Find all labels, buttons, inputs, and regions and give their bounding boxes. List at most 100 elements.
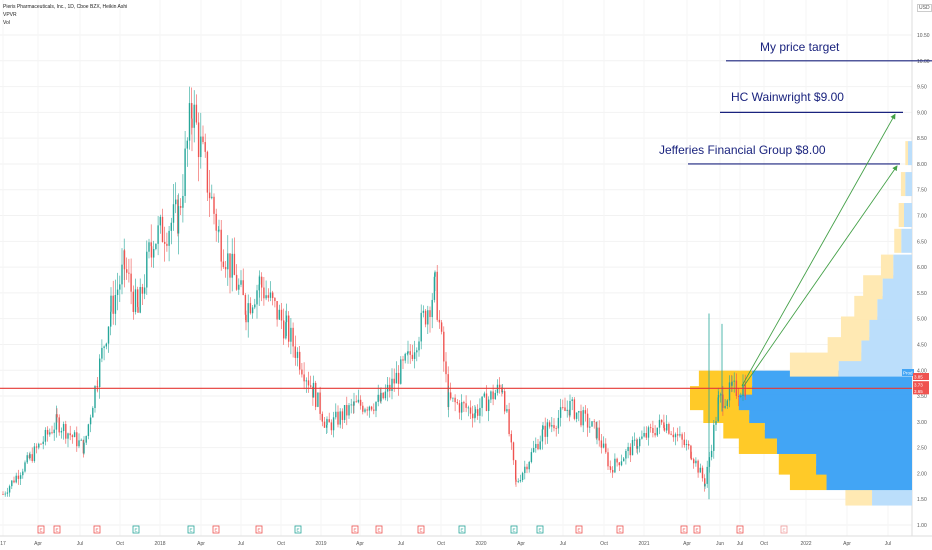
earnings-marker[interactable]	[187, 525, 195, 534]
candle-body	[413, 352, 416, 359]
candle-body	[541, 429, 544, 442]
candle-body	[197, 122, 200, 158]
candle-body	[512, 442, 515, 461]
candle-body	[195, 104, 198, 123]
earnings-marker[interactable]	[375, 525, 383, 534]
earnings-marker[interactable]	[536, 525, 544, 534]
candle-body	[395, 372, 398, 384]
candle-body	[272, 292, 274, 299]
candle-body	[731, 381, 733, 386]
earnings-marker[interactable]	[693, 525, 701, 534]
candle-body	[126, 269, 128, 273]
candle-body	[483, 393, 485, 397]
candle-body	[463, 402, 465, 404]
candle-body	[350, 404, 352, 406]
currency-label[interactable]: USD	[917, 4, 932, 12]
x-tick-label: 2021	[638, 541, 649, 547]
y-tick-label: 6.50	[917, 239, 927, 245]
candle-body	[244, 295, 247, 315]
earnings-marker[interactable]	[616, 525, 624, 534]
candle-body	[623, 458, 625, 462]
candle-body	[647, 427, 650, 438]
candle-body	[323, 421, 326, 428]
candle-body	[116, 289, 119, 295]
candle-body	[73, 432, 76, 438]
y-tick-label: 5.00	[917, 317, 927, 323]
candle-body	[233, 253, 236, 275]
earnings-marker[interactable]	[458, 525, 466, 534]
earnings-marker[interactable]	[510, 525, 518, 534]
earnings-marker[interactable]	[212, 525, 220, 534]
candle-body	[639, 438, 641, 447]
candle-body	[436, 271, 438, 320]
candle-body	[290, 327, 292, 342]
earnings-marker[interactable]	[780, 525, 788, 534]
candle-body	[539, 441, 541, 450]
candle-body	[69, 433, 71, 436]
earnings-marker-glyph: E	[618, 528, 621, 533]
earnings-marker[interactable]	[37, 525, 45, 534]
candle-body	[49, 432, 51, 435]
candle-body	[521, 472, 524, 481]
candle-body	[159, 216, 161, 226]
candle-body	[164, 241, 166, 244]
candle-body	[332, 417, 335, 431]
earnings-marker[interactable]	[575, 525, 583, 534]
candle-body	[472, 413, 474, 419]
candle-body	[404, 353, 406, 361]
earnings-marker[interactable]	[255, 525, 263, 534]
earnings-marker[interactable]	[53, 525, 61, 534]
candle-body	[218, 229, 220, 231]
candle-body	[501, 387, 503, 393]
candle-body	[485, 393, 488, 411]
candle-body	[217, 230, 220, 232]
earnings-marker[interactable]	[680, 525, 688, 534]
chart-title: Pieris Pharmaceuticals, Inc., 1D, Cboe B…	[3, 4, 128, 10]
earnings-marker-glyph: E	[55, 528, 58, 533]
candle-body	[517, 481, 519, 483]
candle-body	[330, 422, 333, 431]
candle-body	[656, 427, 658, 436]
candle-body	[339, 411, 341, 425]
earnings-marker[interactable]	[736, 525, 744, 534]
vp-bar-buy	[877, 295, 912, 320]
x-tick-label: Apr	[843, 541, 851, 547]
candle-body	[139, 287, 141, 313]
candle-body	[431, 299, 433, 318]
candle-body	[168, 230, 170, 246]
candle-body	[559, 407, 562, 418]
target-line-my-label: My price target	[760, 40, 840, 54]
y-tick-label: 5.50	[917, 291, 927, 297]
candle-body	[26, 455, 28, 463]
candle-body	[15, 475, 17, 483]
x-tick-label: Jul	[398, 541, 404, 547]
earnings-marker[interactable]	[351, 525, 359, 534]
candle-body	[112, 295, 114, 314]
y-tick-label: 1.00	[917, 523, 927, 529]
y-tick-label: 3.50	[917, 394, 927, 400]
x-tick-label: Jul	[885, 541, 891, 547]
earnings-marker[interactable]	[417, 525, 425, 534]
prod-tag-bg	[902, 369, 914, 376]
earnings-marker[interactable]	[132, 525, 140, 534]
candle-body	[679, 434, 681, 436]
candle-body	[242, 280, 244, 296]
arrow-to-jefferies[interactable]	[743, 165, 898, 386]
candle-body	[373, 409, 375, 411]
candle-body	[343, 404, 346, 420]
candle-body	[256, 290, 258, 305]
candle-body	[366, 409, 368, 411]
candles	[2, 86, 746, 500]
candle-body	[654, 432, 656, 436]
earnings-marker[interactable]	[93, 525, 101, 534]
candle-body	[609, 466, 612, 470]
candle-body	[578, 411, 580, 413]
candle-body	[645, 432, 647, 438]
earnings-marker[interactable]	[294, 525, 302, 534]
candle-body	[177, 206, 180, 234]
candle-body	[76, 432, 78, 447]
arrow-to-hcw[interactable]	[741, 113, 896, 386]
candle-body	[744, 384, 746, 397]
candle-body	[35, 446, 38, 448]
candle-body	[55, 414, 58, 430]
